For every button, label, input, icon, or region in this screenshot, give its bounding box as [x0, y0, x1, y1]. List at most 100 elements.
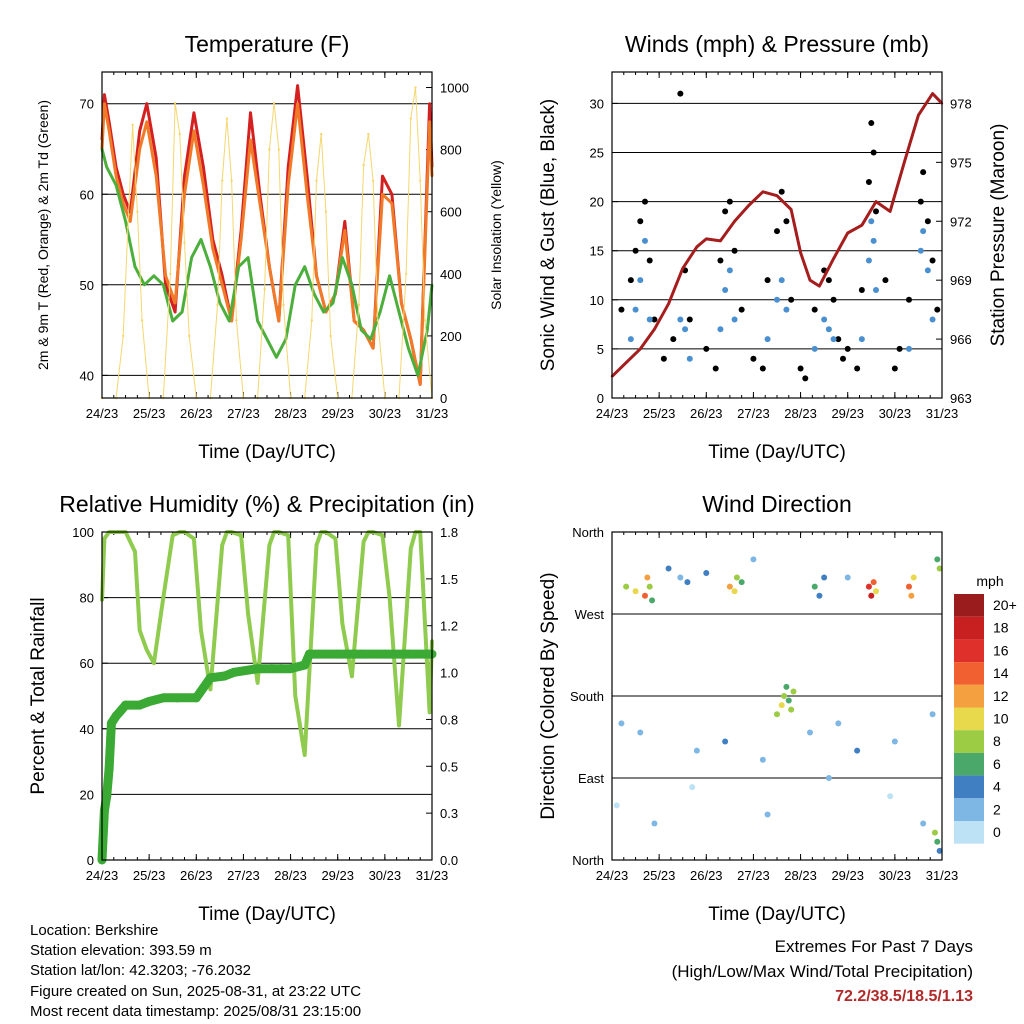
- wind-point: [924, 267, 931, 274]
- gust-point: [627, 277, 634, 284]
- x-axis-label: Time (Day/UTC): [198, 442, 336, 463]
- solar-insolation-point: [367, 132, 370, 136]
- 2m-td-point: [162, 283, 165, 287]
- wind-point: [858, 336, 865, 343]
- y-right-tick-label: 1.8: [440, 525, 458, 540]
- x-tick-label: 29/23: [321, 868, 354, 883]
- chart-title: Temperature (F): [185, 31, 350, 57]
- rh-point: [192, 537, 196, 540]
- 9m-t-point: [249, 138, 252, 142]
- x-tick-label: 28/23: [784, 868, 817, 883]
- gust-point: [660, 355, 667, 362]
- pressure-point: [695, 245, 699, 248]
- solar-insolation-point: [376, 319, 379, 322]
- total-precipitation-point: [106, 718, 116, 728]
- direction-point: [870, 579, 877, 586]
- x-tick-label: 24/23: [86, 868, 119, 883]
- gust-point: [788, 296, 795, 303]
- colorbar-label: 20+: [993, 597, 1017, 613]
- y-tick-label: 20: [80, 787, 94, 802]
- x-tick-label: 24/23: [596, 868, 629, 883]
- 2m-td-point: [152, 274, 156, 277]
- 2m-td-point: [426, 328, 429, 332]
- 9m-t-point: [419, 383, 422, 386]
- direction-point: [759, 756, 766, 763]
- solar-insolation-point: [277, 148, 280, 151]
- direction-point: [783, 683, 790, 690]
- direction-point: [865, 583, 872, 590]
- y-right-tick-label: 969: [950, 273, 972, 288]
- total-precipitation-point: [267, 664, 277, 674]
- direction-point: [731, 588, 738, 595]
- 9m-t-point: [155, 174, 158, 178]
- y-tick-label: 100: [72, 525, 94, 540]
- pressure-point: [874, 200, 878, 203]
- direction-point: [844, 574, 851, 581]
- total-precipitation-point: [191, 693, 201, 703]
- solar-insolation-point: [126, 226, 130, 229]
- 9m-t-point: [122, 202, 125, 205]
- gust-point: [906, 296, 912, 303]
- x-tick-label: 30/23: [369, 868, 402, 883]
- wind-point: [731, 316, 738, 323]
- colorbar-label: 10: [993, 711, 1009, 727]
- y-tick-label: West: [575, 607, 605, 622]
- 9m-t-point: [296, 102, 299, 105]
- rh-point: [315, 543, 318, 547]
- rh-point: [152, 662, 156, 665]
- x-tick-label: 24/23: [86, 406, 119, 421]
- solar-insolation-point: [324, 210, 328, 213]
- direction-point: [703, 570, 710, 576]
- gust-point: [870, 149, 877, 156]
- y-right-tick-label: 800: [440, 143, 462, 158]
- 2m-t-point: [343, 220, 346, 223]
- gust-point: [759, 365, 766, 372]
- solar-insolation-point: [225, 117, 229, 120]
- pressure-point: [667, 302, 670, 305]
- wind-point: [646, 316, 653, 323]
- rh-point: [171, 534, 174, 537]
- 2m-td-point: [228, 319, 231, 323]
- 9m-t-point: [145, 120, 148, 124]
- gust-point: [677, 90, 684, 97]
- direction-point: [642, 592, 648, 599]
- direction-point: [887, 793, 894, 800]
- 2m-td-point: [256, 319, 259, 323]
- y-right-tick-label: 0.0: [440, 853, 458, 868]
- 2m-t-point: [202, 165, 205, 169]
- direction-point: [644, 574, 651, 581]
- solar-insolation-point: [178, 132, 181, 136]
- total-precipitation-point: [158, 693, 168, 703]
- wind-point: [632, 306, 639, 313]
- 9m-t-point: [173, 301, 177, 305]
- colorbar-swatch: [954, 594, 984, 617]
- rh-point: [362, 540, 365, 544]
- gust-point: [858, 286, 865, 293]
- y-right-tick-label: 978: [950, 96, 972, 111]
- 9m-t-point: [164, 274, 167, 277]
- wind-point: [917, 247, 924, 254]
- wind-point: [682, 326, 689, 333]
- direction-point: [891, 738, 898, 745]
- 9m-t-point: [192, 129, 196, 133]
- direction-point: [684, 579, 691, 586]
- pressure-point: [917, 114, 920, 117]
- 2m-td-point: [209, 265, 212, 268]
- direction-point: [929, 711, 936, 718]
- direction-point: [910, 574, 917, 581]
- x-tick-label: 26/23: [690, 406, 723, 421]
- direction-point: [811, 583, 818, 590]
- direction-point: [936, 847, 943, 854]
- rh-point: [145, 648, 148, 652]
- gust-point: [917, 198, 924, 205]
- 2m-td-point: [180, 310, 184, 314]
- total-precipitation-point: [102, 791, 112, 801]
- rh-point: [381, 534, 384, 537]
- y-tick-label: North: [572, 525, 604, 540]
- pressure-line: [610, 92, 944, 378]
- direction-point: [632, 588, 639, 595]
- 2m-td-point: [331, 301, 335, 305]
- gust-point: [651, 316, 658, 323]
- solar-insolation-point: [263, 288, 266, 291]
- rh-point: [397, 724, 401, 727]
